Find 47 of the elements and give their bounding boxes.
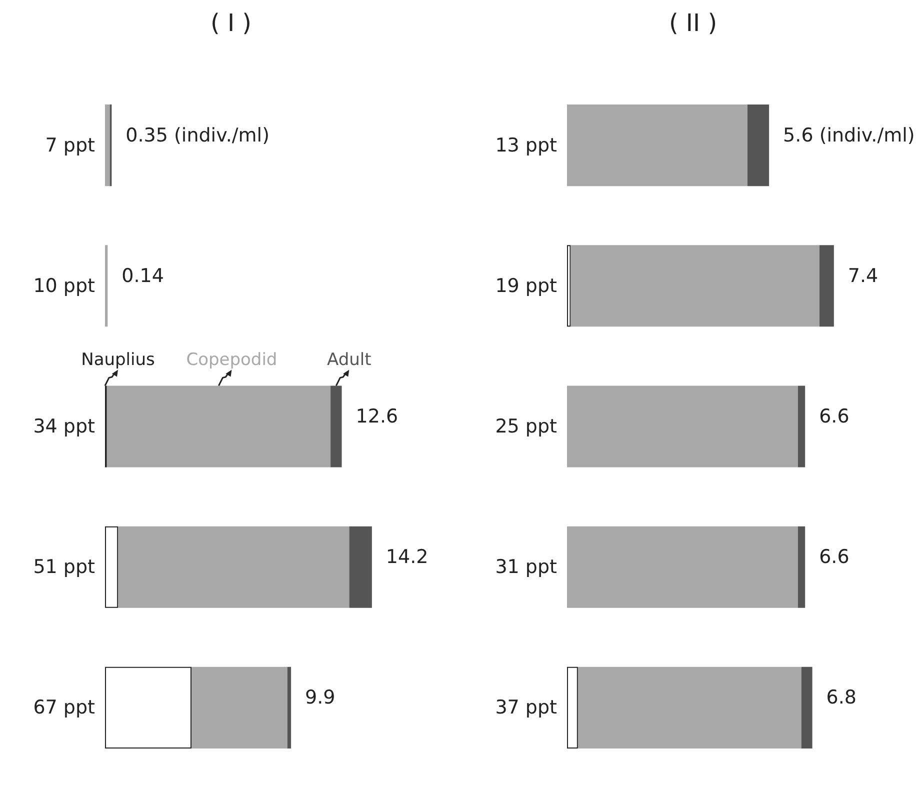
y-tick-label: 25 ppt [495, 416, 557, 438]
y-tick-label: 67 ppt [33, 696, 95, 719]
bar [798, 526, 806, 608]
y-tick-label: 37 ppt [495, 696, 557, 719]
bar [567, 104, 748, 186]
chart-title: ( II ) [668, 9, 718, 37]
annotation: 6.8 [826, 686, 857, 709]
chart-title: ( I ) [210, 9, 252, 37]
y-tick-label: 34 ppt [33, 416, 95, 438]
y-tick-label: 31 ppt [495, 556, 557, 578]
bar [106, 386, 331, 468]
y-tick-label: 51 ppt [33, 556, 95, 578]
annotation: 14.2 [386, 546, 428, 568]
annotation: 7.4 [848, 264, 878, 287]
bar [567, 526, 798, 608]
bar [567, 666, 578, 748]
series-label: Copepodid [186, 350, 278, 370]
bar [747, 104, 770, 186]
bar [118, 526, 350, 608]
annotation: 6.6 [819, 406, 850, 428]
bar [105, 104, 110, 186]
bar [567, 245, 571, 327]
annotation: 9.9 [305, 686, 336, 709]
bar [287, 666, 292, 748]
bar [567, 386, 798, 468]
y-tick-label: 13 ppt [495, 134, 557, 156]
y-tick-label: 10 ppt [33, 274, 95, 297]
annotation: 5.6 (indiv./ml) [783, 124, 915, 146]
bar [330, 386, 342, 468]
series-label: Adult [327, 350, 372, 370]
annotation: 6.6 [819, 546, 850, 568]
y-tick-label: 7 ppt [45, 134, 95, 156]
annotation: 0.35 (indiv./ml) [126, 124, 270, 146]
annotation: 12.6 [356, 406, 398, 428]
bar [105, 526, 118, 608]
annotation: 0.14 [122, 264, 164, 287]
bar [105, 666, 192, 748]
bar [578, 666, 802, 748]
bar [349, 526, 372, 608]
bar [105, 245, 108, 327]
bar [801, 666, 812, 748]
series-label: Nauplius [81, 350, 156, 370]
bar [798, 386, 806, 468]
y-tick-label: 19 ppt [495, 274, 557, 297]
bar [570, 245, 820, 327]
bar [191, 666, 288, 748]
bar [820, 245, 834, 327]
